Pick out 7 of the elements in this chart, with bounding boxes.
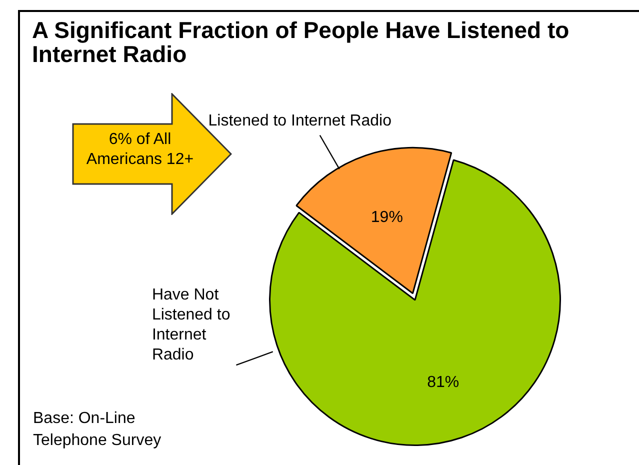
data-label: 19% — [370, 208, 403, 226]
data-label: 81% — [427, 374, 460, 391]
chart-title: A Significant Fraction of People Have Listened to Internet Radio — [32, 17, 570, 67]
text: Base: On-Line Telephone Survey — [33, 409, 162, 451]
text: 6% of All Americans 12+ — [85, 130, 195, 170]
slice-label: Listened to Internet Radio — [208, 112, 392, 130]
slice-label: Have Not Listened to Internet Radio — [152, 286, 230, 364]
